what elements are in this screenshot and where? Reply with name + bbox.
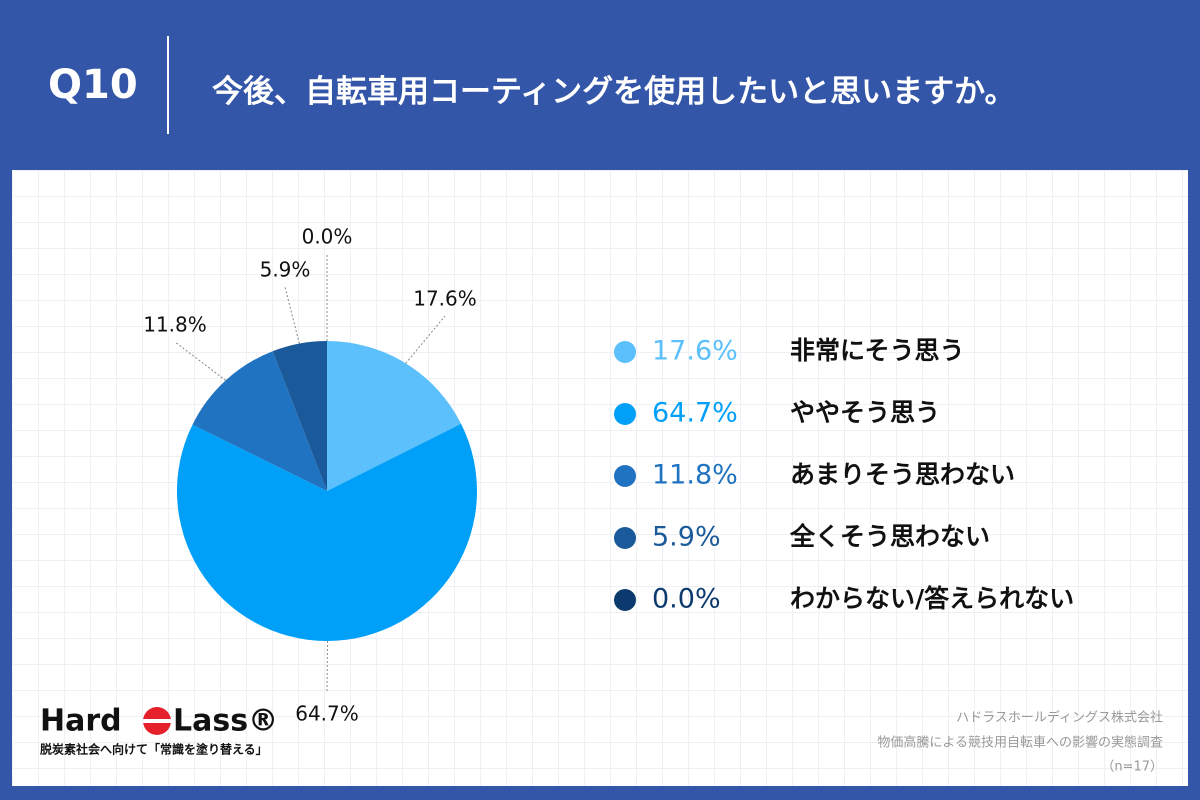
legend-value: 17.6% [652, 336, 738, 367]
legend-swatch [614, 403, 636, 425]
legend-label: 非常にそう思う [790, 336, 965, 365]
logo: Hard Lass® 脱炭素社会へ向けて「常識を塗り替える」 [40, 704, 278, 757]
logo-right: Lass® [173, 704, 278, 739]
source: 物価高騰による競技用自転車への影響の実態調査 [877, 735, 1163, 751]
source: ハドラスホールディングス株式会社 [956, 710, 1163, 726]
legend-swatch [614, 589, 636, 611]
sample-size: （n=17） [1101, 760, 1163, 775]
pie-slice [327, 341, 462, 491]
leader-line [174, 341, 227, 381]
question-number: Q10 [48, 62, 138, 108]
data-label: 11.8% [143, 313, 207, 337]
data-label: 5.9% [260, 258, 311, 282]
legend-value: 0.0% [652, 584, 721, 615]
legend-swatch [614, 527, 636, 549]
logo-mark-stripe [143, 719, 171, 723]
legend-label: わからない/答えられない [790, 584, 1074, 613]
legend-swatch [614, 341, 636, 363]
pie-slice [272, 341, 327, 491]
legend-value: 64.7% [652, 398, 738, 429]
header-separator [167, 36, 169, 134]
leader-line [284, 286, 300, 344]
data-label: 17.6% [413, 287, 477, 311]
data-label: 0.0% [302, 225, 353, 249]
legend-label: あまりそう思わない [790, 460, 1015, 489]
legend-value: 11.8% [652, 460, 738, 491]
pie-slice [192, 351, 327, 491]
legend-swatch [614, 465, 636, 487]
legend-value: 5.9% [652, 522, 721, 553]
leader-line [405, 315, 446, 364]
legend-label: ややそう思う [790, 398, 940, 427]
logo-tagline: 脱炭素社会へ向けて「常識を塗り替える」 [40, 742, 268, 757]
pie-slice [176, 423, 477, 642]
chart-title: 今後、自転車用コーティングを使用したいと思いますか。 [212, 74, 1016, 110]
legend-label: 全くそう思わない [789, 522, 990, 551]
logo-left: Hard [40, 704, 122, 739]
data-label: 64.7% [295, 702, 359, 726]
